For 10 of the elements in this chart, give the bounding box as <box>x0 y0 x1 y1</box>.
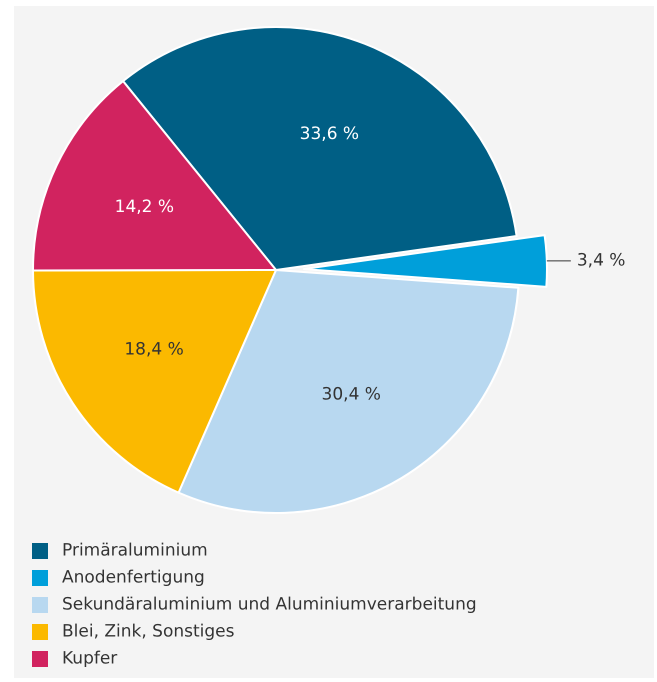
data-label: 3,4 % <box>576 250 626 271</box>
legend-label: Anodenfertigung <box>62 568 205 588</box>
data-label: 14,2 % <box>114 197 174 218</box>
legend-label: Primäraluminium <box>62 540 208 561</box>
data-label: 33,6 % <box>300 124 360 144</box>
legend-label: Blei, Zink, Sonstiges <box>62 622 235 642</box>
data-label: 18,4 % <box>124 340 184 360</box>
legend-label: Kupfer <box>62 648 118 669</box>
data-label: 30,4 % <box>322 384 381 405</box>
legend-label: Sekundäraluminium und Aluminiumverarbeitung <box>62 594 477 615</box>
